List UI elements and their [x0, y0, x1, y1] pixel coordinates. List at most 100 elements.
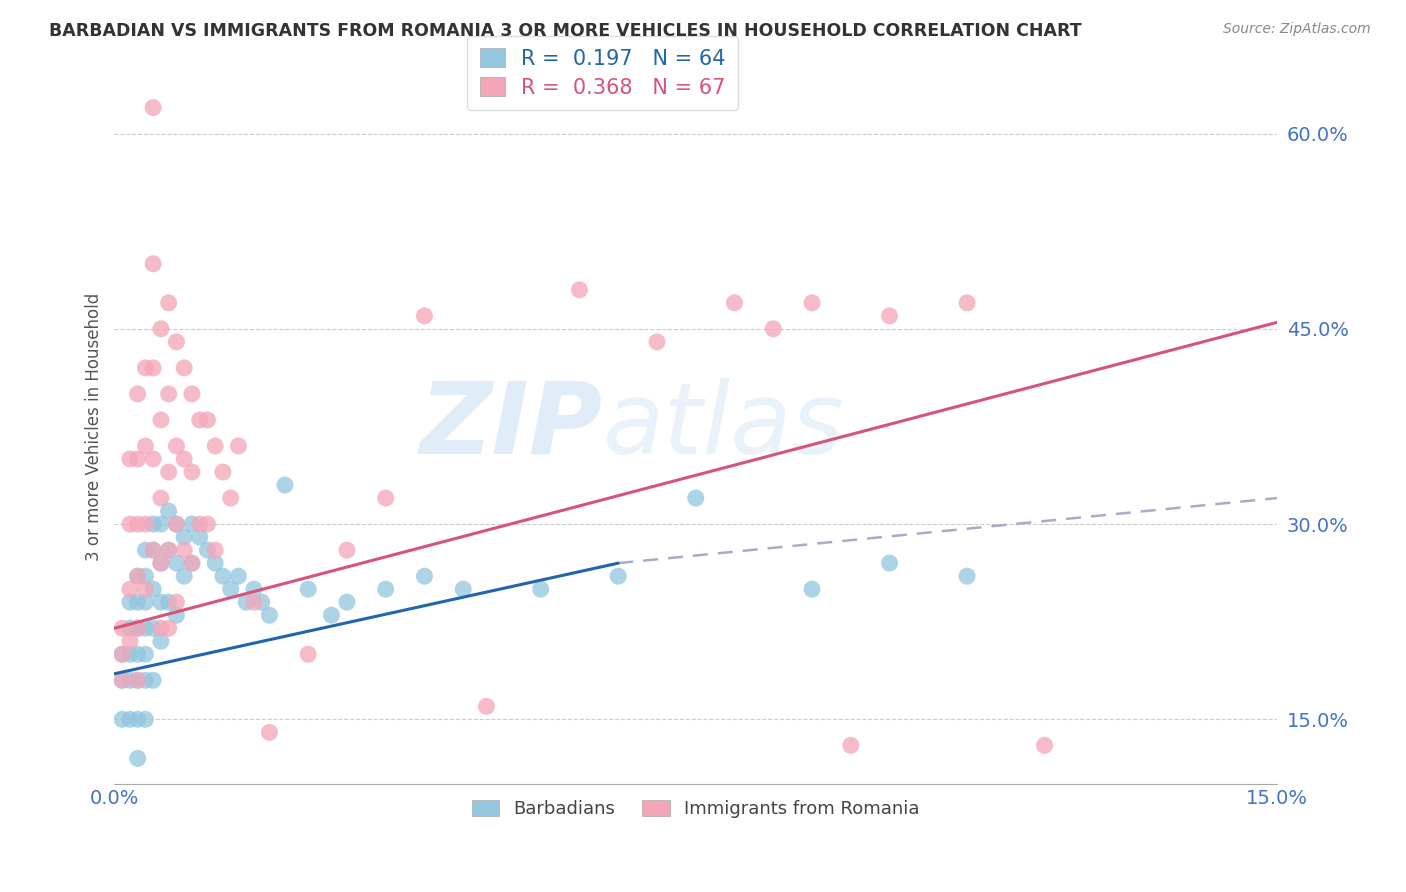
Point — [118, 647, 141, 661]
Point — [321, 608, 343, 623]
Point — [142, 673, 165, 688]
Point — [118, 621, 141, 635]
Point — [149, 621, 172, 635]
Point — [165, 517, 187, 532]
Point — [134, 517, 156, 532]
Point — [142, 101, 165, 115]
Point — [127, 569, 149, 583]
Point — [149, 556, 172, 570]
Point — [607, 569, 630, 583]
Point — [127, 673, 149, 688]
Point — [956, 569, 979, 583]
Point — [1033, 739, 1056, 753]
Point — [118, 673, 141, 688]
Point — [134, 595, 156, 609]
Point — [149, 634, 172, 648]
Point — [173, 360, 195, 375]
Point — [142, 543, 165, 558]
Point — [127, 712, 149, 726]
Point — [165, 556, 187, 570]
Legend: Barbadians, Immigrants from Romania: Barbadians, Immigrants from Romania — [465, 793, 927, 825]
Point — [134, 569, 156, 583]
Point — [188, 530, 211, 544]
Point — [645, 334, 668, 349]
Point — [413, 309, 436, 323]
Point — [879, 309, 901, 323]
Point — [250, 595, 273, 609]
Point — [134, 712, 156, 726]
Point — [259, 608, 281, 623]
Point — [118, 452, 141, 467]
Point — [118, 712, 141, 726]
Point — [157, 595, 180, 609]
Point — [228, 439, 250, 453]
Point — [374, 491, 396, 505]
Point — [219, 582, 242, 597]
Point — [142, 543, 165, 558]
Point — [336, 595, 359, 609]
Point — [127, 751, 149, 765]
Point — [111, 621, 134, 635]
Point — [879, 556, 901, 570]
Point — [149, 556, 172, 570]
Point — [181, 387, 204, 401]
Point — [142, 360, 165, 375]
Point — [188, 413, 211, 427]
Point — [204, 439, 226, 453]
Point — [181, 517, 204, 532]
Point — [568, 283, 591, 297]
Point — [142, 257, 165, 271]
Point — [157, 543, 180, 558]
Point — [149, 413, 172, 427]
Point — [243, 595, 266, 609]
Point — [197, 543, 219, 558]
Point — [127, 647, 149, 661]
Point — [134, 439, 156, 453]
Point — [111, 673, 134, 688]
Point — [127, 517, 149, 532]
Point — [157, 543, 180, 558]
Point — [336, 543, 359, 558]
Point — [118, 595, 141, 609]
Point — [274, 478, 297, 492]
Point — [149, 517, 172, 532]
Point — [530, 582, 553, 597]
Point — [197, 517, 219, 532]
Point — [127, 452, 149, 467]
Point — [157, 387, 180, 401]
Point — [127, 595, 149, 609]
Point — [149, 595, 172, 609]
Point — [181, 556, 204, 570]
Point — [157, 621, 180, 635]
Point — [111, 712, 134, 726]
Point — [127, 569, 149, 583]
Point — [134, 647, 156, 661]
Text: ZIP: ZIP — [420, 378, 603, 475]
Point — [157, 504, 180, 518]
Point — [839, 739, 862, 753]
Point — [118, 582, 141, 597]
Point — [134, 582, 156, 597]
Point — [235, 595, 257, 609]
Point — [413, 569, 436, 583]
Point — [111, 647, 134, 661]
Point — [259, 725, 281, 739]
Point — [134, 673, 156, 688]
Point — [723, 295, 745, 310]
Point — [149, 491, 172, 505]
Point — [204, 556, 226, 570]
Point — [165, 595, 187, 609]
Point — [228, 569, 250, 583]
Point — [149, 322, 172, 336]
Point — [204, 543, 226, 558]
Point — [243, 582, 266, 597]
Point — [165, 439, 187, 453]
Point — [142, 452, 165, 467]
Point — [165, 334, 187, 349]
Point — [212, 465, 235, 479]
Point — [219, 491, 242, 505]
Point — [142, 582, 165, 597]
Y-axis label: 3 or more Vehicles in Household: 3 or more Vehicles in Household — [86, 293, 103, 560]
Point — [173, 569, 195, 583]
Point — [297, 582, 319, 597]
